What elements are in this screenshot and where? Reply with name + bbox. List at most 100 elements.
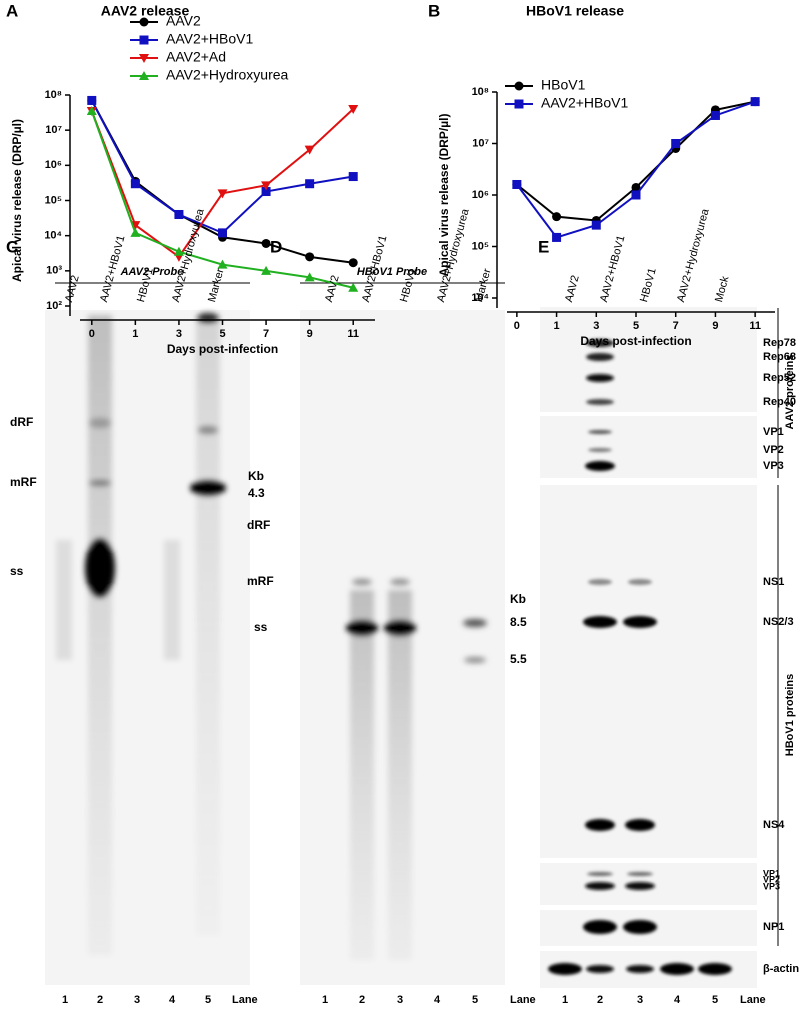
band-label: Rep40 <box>763 396 796 408</box>
lane-label: Marker <box>206 267 227 303</box>
point <box>710 110 720 120</box>
probe-title: AAV2 Probe <box>120 266 184 278</box>
point <box>552 232 562 242</box>
point <box>173 246 184 256</box>
panel-letter: A <box>6 1 18 20</box>
y-tick-label: 10⁴ <box>44 230 62 242</box>
legend-label: AAV2+Ad <box>166 49 226 65</box>
point <box>261 238 271 248</box>
point <box>348 104 359 114</box>
chart-title: HBoV1 release <box>526 3 624 19</box>
size-label: Kb <box>510 592 526 606</box>
y-tick-label: 10⁷ <box>472 137 489 149</box>
band-label: Rep52 <box>763 372 796 384</box>
point <box>631 182 641 192</box>
lane-number: 4 <box>434 994 441 1006</box>
lane-label: AAV2 <box>63 274 82 303</box>
band-label: VP3 <box>763 460 784 472</box>
y-tick-label: 10⁵ <box>472 240 489 252</box>
lane-number: 2 <box>97 994 103 1006</box>
band-label: VP1 <box>763 426 784 438</box>
band-label: VP1 <box>763 868 780 878</box>
point <box>671 139 681 148</box>
point <box>552 212 562 222</box>
x-tick-label: 7 <box>263 328 269 340</box>
point <box>130 179 140 189</box>
point <box>130 227 141 237</box>
band-label: dRF <box>10 415 33 429</box>
y-tick-label: 10⁶ <box>472 189 489 201</box>
size-label: 4.3 <box>248 486 265 500</box>
lane-label: AAV2+HBoV1 <box>598 234 627 303</box>
y-tick-label: 10³ <box>46 265 62 277</box>
x-tick-label: 11 <box>749 320 761 332</box>
legend-marker <box>514 99 524 109</box>
x-tick-label: 7 <box>673 320 679 332</box>
y-tick-label: 10⁵ <box>45 194 62 206</box>
lane-number: 3 <box>134 994 140 1006</box>
legend-marker <box>139 71 149 80</box>
point <box>348 282 359 292</box>
x-tick-label: 3 <box>176 328 182 340</box>
point <box>261 181 272 191</box>
x-tick-label: 5 <box>633 320 639 332</box>
band-label: β-actin <box>763 963 799 975</box>
lane-number: 1 <box>62 994 68 1006</box>
x-tick-label: 1 <box>554 320 560 332</box>
lane-number: 5 <box>205 994 211 1006</box>
lane-label: Marker <box>473 267 494 303</box>
lane-label: HBoV1 <box>638 267 659 304</box>
legend-label: AAV2+HBoV1 <box>541 95 629 111</box>
x-tick-label: 5 <box>219 328 225 340</box>
band-label: VP3 <box>763 881 780 891</box>
lane-label: AAV2 <box>323 274 342 303</box>
panel-letter: B <box>428 1 440 20</box>
point <box>217 259 228 269</box>
x-tick-label: 1 <box>132 328 138 340</box>
band-label: NS4 <box>763 819 785 831</box>
lane-title: Lane <box>232 994 258 1006</box>
x-axis-title: Days post-infection <box>167 342 278 356</box>
legend-marker <box>514 81 524 91</box>
band-label: mRF <box>10 475 37 489</box>
legend-label: AAV2+HBoV1 <box>166 31 254 47</box>
size-label: 8.5 <box>510 615 527 629</box>
band-label: Rep78 <box>763 337 796 349</box>
x-axis-title: Days post-infection <box>580 334 691 348</box>
bands <box>346 579 487 960</box>
lane-label: AAV2+Hydroxyurea <box>675 207 712 304</box>
point <box>348 172 358 182</box>
band-label: ss <box>10 564 24 578</box>
lane-number: 1 <box>562 994 568 1006</box>
group-label: AAV2 proteins <box>784 355 796 430</box>
lane-number: 4 <box>169 994 176 1006</box>
y-axis-title: Apical virus release (DRP/µl) <box>10 119 24 282</box>
point <box>217 189 228 199</box>
size-label: 5.5 <box>510 652 527 666</box>
point <box>261 187 271 197</box>
point <box>174 209 184 219</box>
lane-label: AAV2 <box>563 274 582 303</box>
y-tick-label: 10² <box>46 300 62 312</box>
legend-marker <box>139 35 149 45</box>
band-label: dRF <box>247 518 270 532</box>
point <box>218 228 227 238</box>
band-label: NS2/3 <box>763 616 794 628</box>
legend-label: HBoV1 <box>541 77 586 93</box>
lane-number: 4 <box>674 994 681 1006</box>
lane-number: 2 <box>359 994 365 1006</box>
lane-number: 3 <box>397 994 403 1006</box>
blot-sections <box>540 307 757 988</box>
point <box>304 145 315 155</box>
y-axis-title: Apical virus release (DRP/µl) <box>437 114 451 277</box>
point <box>512 179 522 189</box>
x-tick-label: 9 <box>712 320 718 332</box>
lane-label: Mock <box>713 275 732 304</box>
size-label: Kb <box>248 469 264 483</box>
x-tick-label: 0 <box>514 320 520 332</box>
lane-number: 2 <box>597 994 603 1006</box>
x-tick-label: 3 <box>593 320 599 332</box>
point <box>591 220 601 230</box>
